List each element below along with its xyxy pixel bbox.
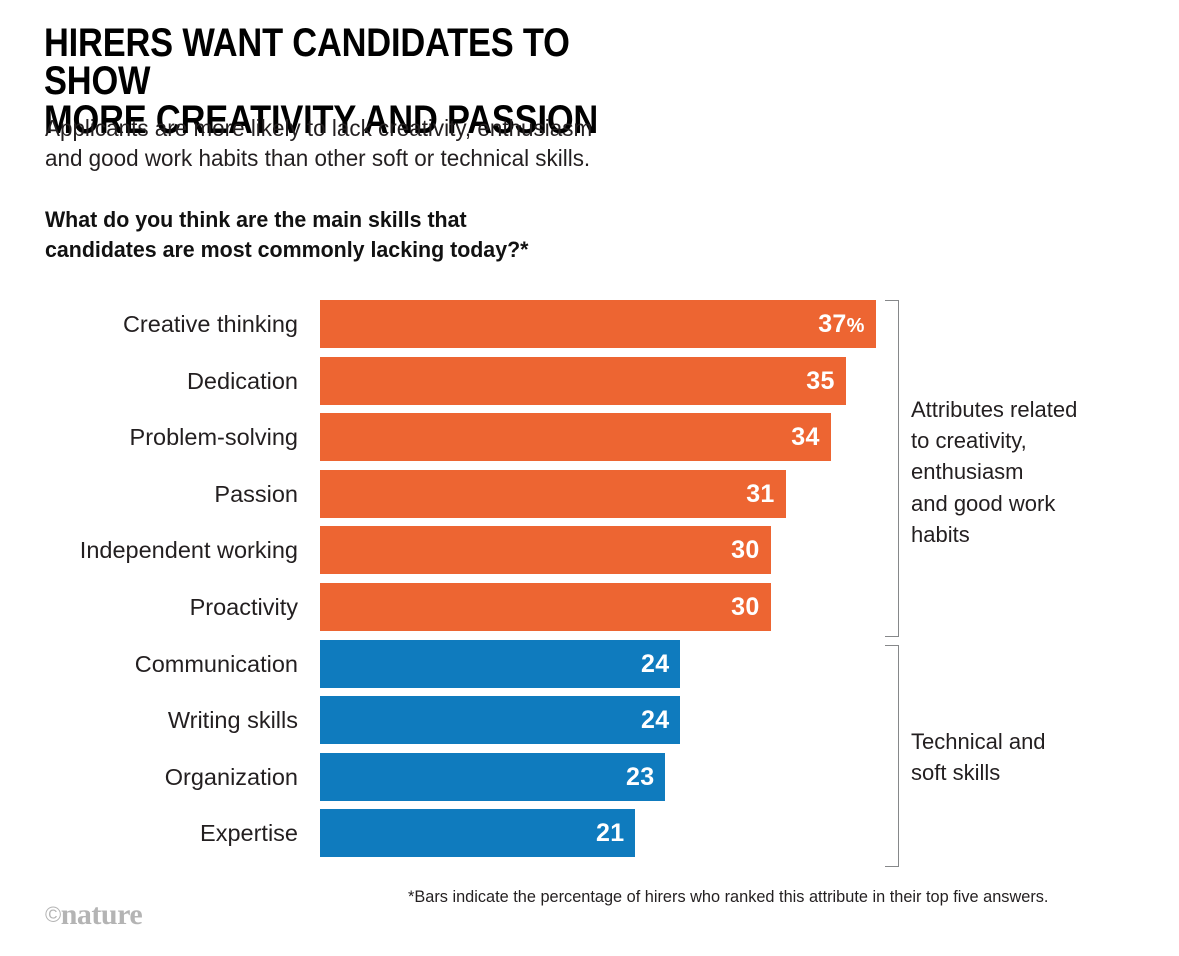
group-label-creativity-line-1: Attributes related [911, 397, 1078, 422]
bar-category-label: Proactivity [189, 594, 298, 620]
bar-row: Dedication 35 [0, 356, 1179, 405]
group-label-creativity-line-4: and good work [911, 490, 1056, 516]
group-label-creativity-line-5: habits [911, 521, 970, 547]
bar: 30 [320, 526, 771, 575]
bar-chart: Creative thinking 37% Dedication 35 Problem-… [0, 294, 1179, 874]
bar: 34 [320, 413, 831, 462]
bar: 30 [320, 583, 771, 631]
page-title-line-1: Hirers want candidates to show [44, 21, 570, 104]
bar-category-label: Communication [134, 650, 298, 677]
bar-row: Proactivity 30 [0, 583, 1179, 631]
survey-question-line-1: What do you think are the main skills th… [45, 207, 467, 232]
percent-sign: % [846, 315, 865, 337]
bar-row: Organization 23 [0, 752, 1179, 801]
bar: 31 [320, 469, 786, 518]
bar-value-label: 23 [626, 762, 655, 791]
bar: 24 [320, 639, 681, 688]
page-title-line-2: more creativity and passion [44, 97, 599, 142]
group-bracket-technical [885, 645, 899, 867]
subtitle: Applicants are more likely to lack creat… [45, 113, 714, 173]
bar: 21 [320, 809, 636, 858]
subtitle-line-2: and good work habits than other soft or … [45, 145, 591, 172]
group-label-creativity-line-2: to creativity, [911, 428, 1027, 454]
bar-value-label: 35 [806, 366, 835, 395]
group-label-technical-line-2: soft skills [911, 760, 1001, 786]
group-label-creativity-line-3: enthusiasm [911, 459, 1024, 485]
chart-footnote: *Bars indicate the percentage of hirers … [408, 887, 1049, 906]
bar-row: Creative thinking 37% [0, 300, 1179, 348]
bar-row: Communication 24 [0, 639, 1179, 688]
bar-category-label: Independent working [79, 537, 298, 564]
bar-category-label: Creative thinking [122, 311, 298, 337]
bar: 35 [320, 356, 846, 405]
bar-value-label: 24 [641, 649, 670, 678]
subtitle-line-1: Applicants are more likely to lack creat… [45, 115, 593, 141]
survey-question: What do you think are the main skills th… [45, 205, 729, 264]
bar-row: Expertise 21 [0, 809, 1179, 858]
bar-row: Independent working 30 [0, 526, 1179, 575]
bar-row: Passion 31 [0, 469, 1179, 518]
nature-logo: ©nature [45, 898, 143, 932]
bar-category-label: Organization [164, 763, 298, 790]
bar-value-label: 30 [731, 593, 760, 621]
bar: 37% [320, 300, 876, 348]
bar-value-label: 37% [818, 310, 865, 338]
bar-row: Problem-solving 34 [0, 413, 1179, 462]
copyright-icon: © [45, 902, 61, 927]
bar: 23 [320, 752, 666, 801]
bar-row: Writing skills 24 [0, 696, 1179, 745]
page-title: Hirers want candidates to show more crea… [44, 21, 646, 142]
group-bracket-creativity [885, 300, 899, 637]
bar-category-label: Writing skills [167, 707, 298, 734]
group-label-technical: Technical and soft skills [911, 726, 1161, 788]
nature-logo-text: nature [60, 898, 143, 931]
bar-value-label: 21 [595, 819, 625, 848]
bar-value-label: 34 [791, 423, 820, 452]
bar-category-label: Problem-solving [129, 424, 298, 451]
bar-category-label: Passion [214, 480, 298, 507]
bar-value-label: 24 [641, 706, 670, 735]
bar-category-label: Expertise [200, 820, 298, 847]
group-label-creativity: Attributes related to creativity, enthus… [911, 394, 1161, 550]
bar: 24 [320, 696, 681, 745]
survey-question-line-2: candidates are most commonly lacking tod… [45, 236, 529, 262]
bar-category-label: Dedication [186, 367, 298, 394]
group-label-technical-line-1: Technical and [911, 729, 1046, 754]
bar-value-label: 31 [746, 479, 775, 508]
bar-value-label: 30 [731, 536, 760, 565]
